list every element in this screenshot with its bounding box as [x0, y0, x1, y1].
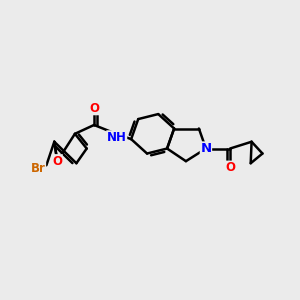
Text: N: N — [200, 142, 211, 155]
Text: O: O — [89, 102, 99, 115]
Text: O: O — [52, 155, 62, 168]
Text: NH: NH — [107, 131, 127, 144]
Text: Br: Br — [31, 162, 46, 175]
Text: O: O — [225, 161, 235, 174]
